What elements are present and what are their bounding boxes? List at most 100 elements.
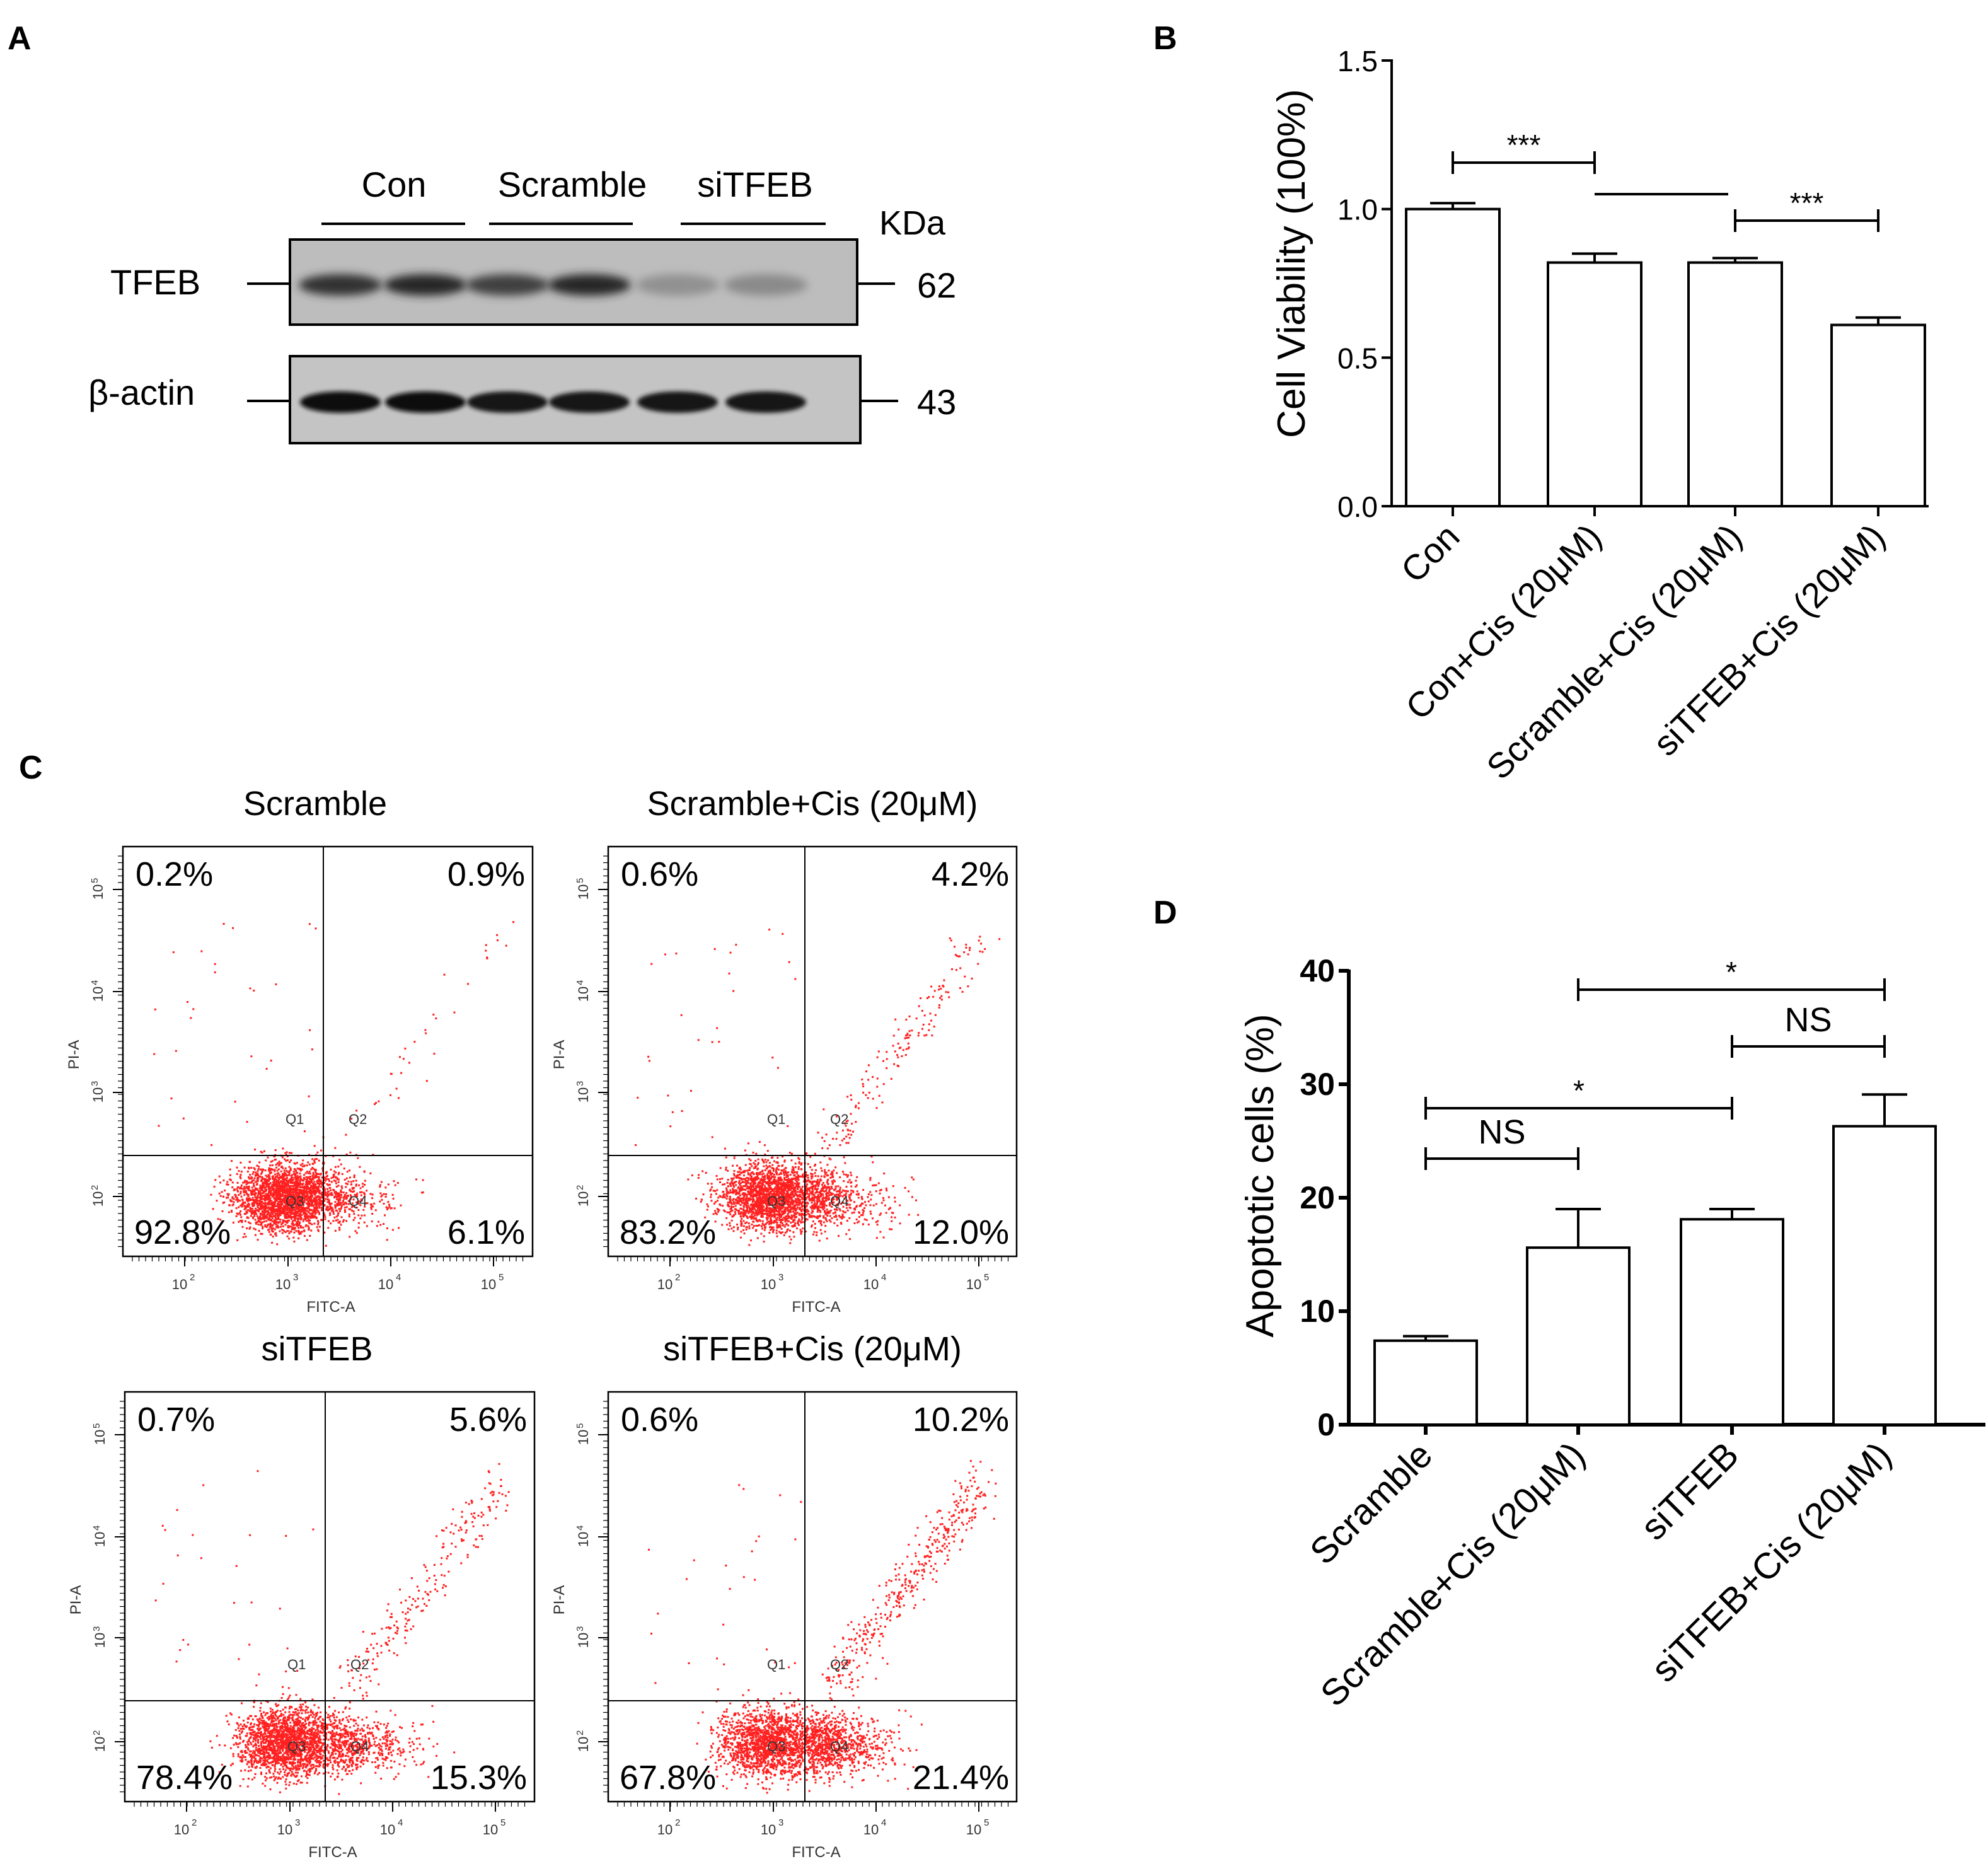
x-tick-exponent: 5 <box>984 1817 989 1828</box>
y-tick-label: 10 <box>90 987 106 1002</box>
x-tick-exponent: 4 <box>881 1817 886 1828</box>
x-tick-exponent: 5 <box>984 1272 989 1283</box>
significance-label: * <box>1726 956 1737 988</box>
tfeb-bands <box>299 274 807 296</box>
quadrant-label: Q2 <box>350 1657 369 1672</box>
quadrant-percentage: 0.6% <box>621 1401 698 1439</box>
y-tick-label: 1.0 <box>1337 194 1378 226</box>
quadrant-label: Q4 <box>830 1739 848 1754</box>
y-tick-label: 0 <box>1317 1407 1335 1442</box>
bar <box>1832 1125 1937 1426</box>
quadrant-label: Q4 <box>350 1739 369 1754</box>
quadrant-label: Q1 <box>767 1657 785 1672</box>
y-tick-exponent: 3 <box>89 1081 100 1086</box>
y-tick-exponent: 2 <box>91 1730 102 1735</box>
x-axis-label: FITC-A <box>792 1844 840 1861</box>
blot-band-tfeb <box>466 274 549 296</box>
bar <box>1547 261 1642 507</box>
flow-plot: Scramble+Cis (20μM) Q1 Q2 Q3 Q4 0.6% 4.2% 83.2%… <box>551 785 1018 1316</box>
quadrant-percentage: 5.6% <box>449 1401 527 1439</box>
y-tick-label: 10 <box>92 1633 108 1648</box>
x-tick-label: siTFEB <box>1633 1434 1746 1548</box>
y-tick-label: 10 <box>90 1087 106 1103</box>
significance-label: * <box>1573 1074 1585 1107</box>
quadrant-percentage: 0.7% <box>137 1401 215 1439</box>
x-tick-exponent: 3 <box>293 1272 298 1283</box>
blot-group-label: Con <box>362 165 427 204</box>
y-tick-label: 10 <box>575 1532 591 1547</box>
x-tick-label: 10 <box>174 1822 189 1838</box>
y-tick-label: 1.5 <box>1337 45 1378 78</box>
blot-band-actin <box>300 391 381 413</box>
x-tick-label: Con <box>1393 516 1467 590</box>
y-tick-exponent: 4 <box>575 1526 586 1531</box>
x-axis-label: FITC-A <box>306 1299 355 1316</box>
bar <box>1373 1339 1478 1427</box>
x-tick-exponent: 4 <box>396 1272 401 1283</box>
x-axis-label: FITC-A <box>308 1844 357 1861</box>
x-tick-label: 10 <box>761 1822 776 1838</box>
y-tick-exponent: 4 <box>91 1526 102 1531</box>
blot-band-actin <box>467 391 548 413</box>
significance-label: NS <box>1784 1001 1832 1039</box>
x-tick-exponent: 2 <box>675 1272 680 1283</box>
y-tick-label: 10 <box>575 884 591 900</box>
flow-plot-title: siTFEB+Cis (20μM) <box>663 1330 962 1368</box>
kda-value-tfeb: 62 <box>917 265 956 305</box>
x-tick-exponent: 2 <box>675 1817 680 1828</box>
bar <box>1687 261 1783 507</box>
blot-band-actin <box>549 391 630 413</box>
flow-events <box>647 1460 997 1794</box>
y-tick-exponent: 4 <box>575 980 586 985</box>
y-tick-label: 10 <box>90 884 106 900</box>
flow-plot: siTFEB+Cis (20μM) Q1 Q2 Q3 Q4 0.6% 10.2% 67.8% 2… <box>551 1330 1018 1861</box>
quadrant-percentage: 0.6% <box>621 855 698 893</box>
apoptotic-cells-chart: Apoptotic cells (%) 0 10 20 30 40 ScrambleScr… <box>1238 953 1985 1715</box>
flow-plot-title: Scramble <box>243 785 387 823</box>
x-tick-label: 10 <box>481 1277 496 1292</box>
protein-label-actin: β-actin <box>88 373 195 412</box>
x-tick-exponent: 3 <box>295 1817 300 1828</box>
y-tick-label: 10 <box>92 1532 108 1547</box>
protein-label-tfeb: TFEB <box>110 262 200 302</box>
quadrant-label: Q3 <box>767 1193 785 1209</box>
actin-bands <box>300 391 806 413</box>
blot-group-label: siTFEB <box>697 165 813 204</box>
x-tick-label: Scramble+Cis (20μM) <box>1313 1434 1593 1714</box>
quadrant-label: Q4 <box>349 1193 367 1209</box>
quadrant-percentage: 78.4% <box>136 1759 233 1797</box>
x-tick-exponent: 4 <box>398 1817 403 1828</box>
x-tick-exponent: 2 <box>192 1817 197 1828</box>
x-tick-label: Scramble+Cis (20μM) <box>1479 516 1749 787</box>
blot-band-tfeb <box>299 274 382 296</box>
x-tick-label: 10 <box>966 1822 981 1838</box>
y-axis-label: PI-A <box>551 1040 568 1070</box>
blot-band-tfeb <box>724 274 807 296</box>
y-tick-exponent: 5 <box>91 1423 102 1428</box>
x-tick-exponent: 2 <box>190 1272 195 1283</box>
quadrant-percentage: 6.1% <box>447 1213 525 1251</box>
x-tick-label: Scramble <box>1302 1434 1440 1572</box>
blot-band-actin <box>385 391 466 413</box>
flow-events <box>154 1462 510 1795</box>
y-tick-exponent: 4 <box>89 980 100 985</box>
flow-plot-title: Scramble+Cis (20μM) <box>647 785 978 823</box>
quadrant-percentage: 15.3% <box>430 1759 527 1797</box>
y-tick-exponent: 3 <box>91 1626 102 1631</box>
quadrant-percentage: 12.0% <box>913 1213 1009 1251</box>
plot-frame <box>124 1391 536 1803</box>
blot-band-actin <box>725 391 806 413</box>
y-tick-label: 10 <box>575 1087 591 1103</box>
quadrant-label: Q2 <box>830 1111 848 1127</box>
x-tick-label: 10 <box>657 1277 673 1292</box>
x-tick-label: 10 <box>863 1277 879 1292</box>
y-tick-label: 10 <box>92 1737 108 1752</box>
y-tick-exponent: 3 <box>575 1626 586 1631</box>
quadrant-label: Q3 <box>767 1739 785 1754</box>
x-tick-exponent: 3 <box>778 1272 783 1283</box>
y-tick-label: 10 <box>575 1191 591 1207</box>
y-axis-label: PI-A <box>66 1040 83 1070</box>
